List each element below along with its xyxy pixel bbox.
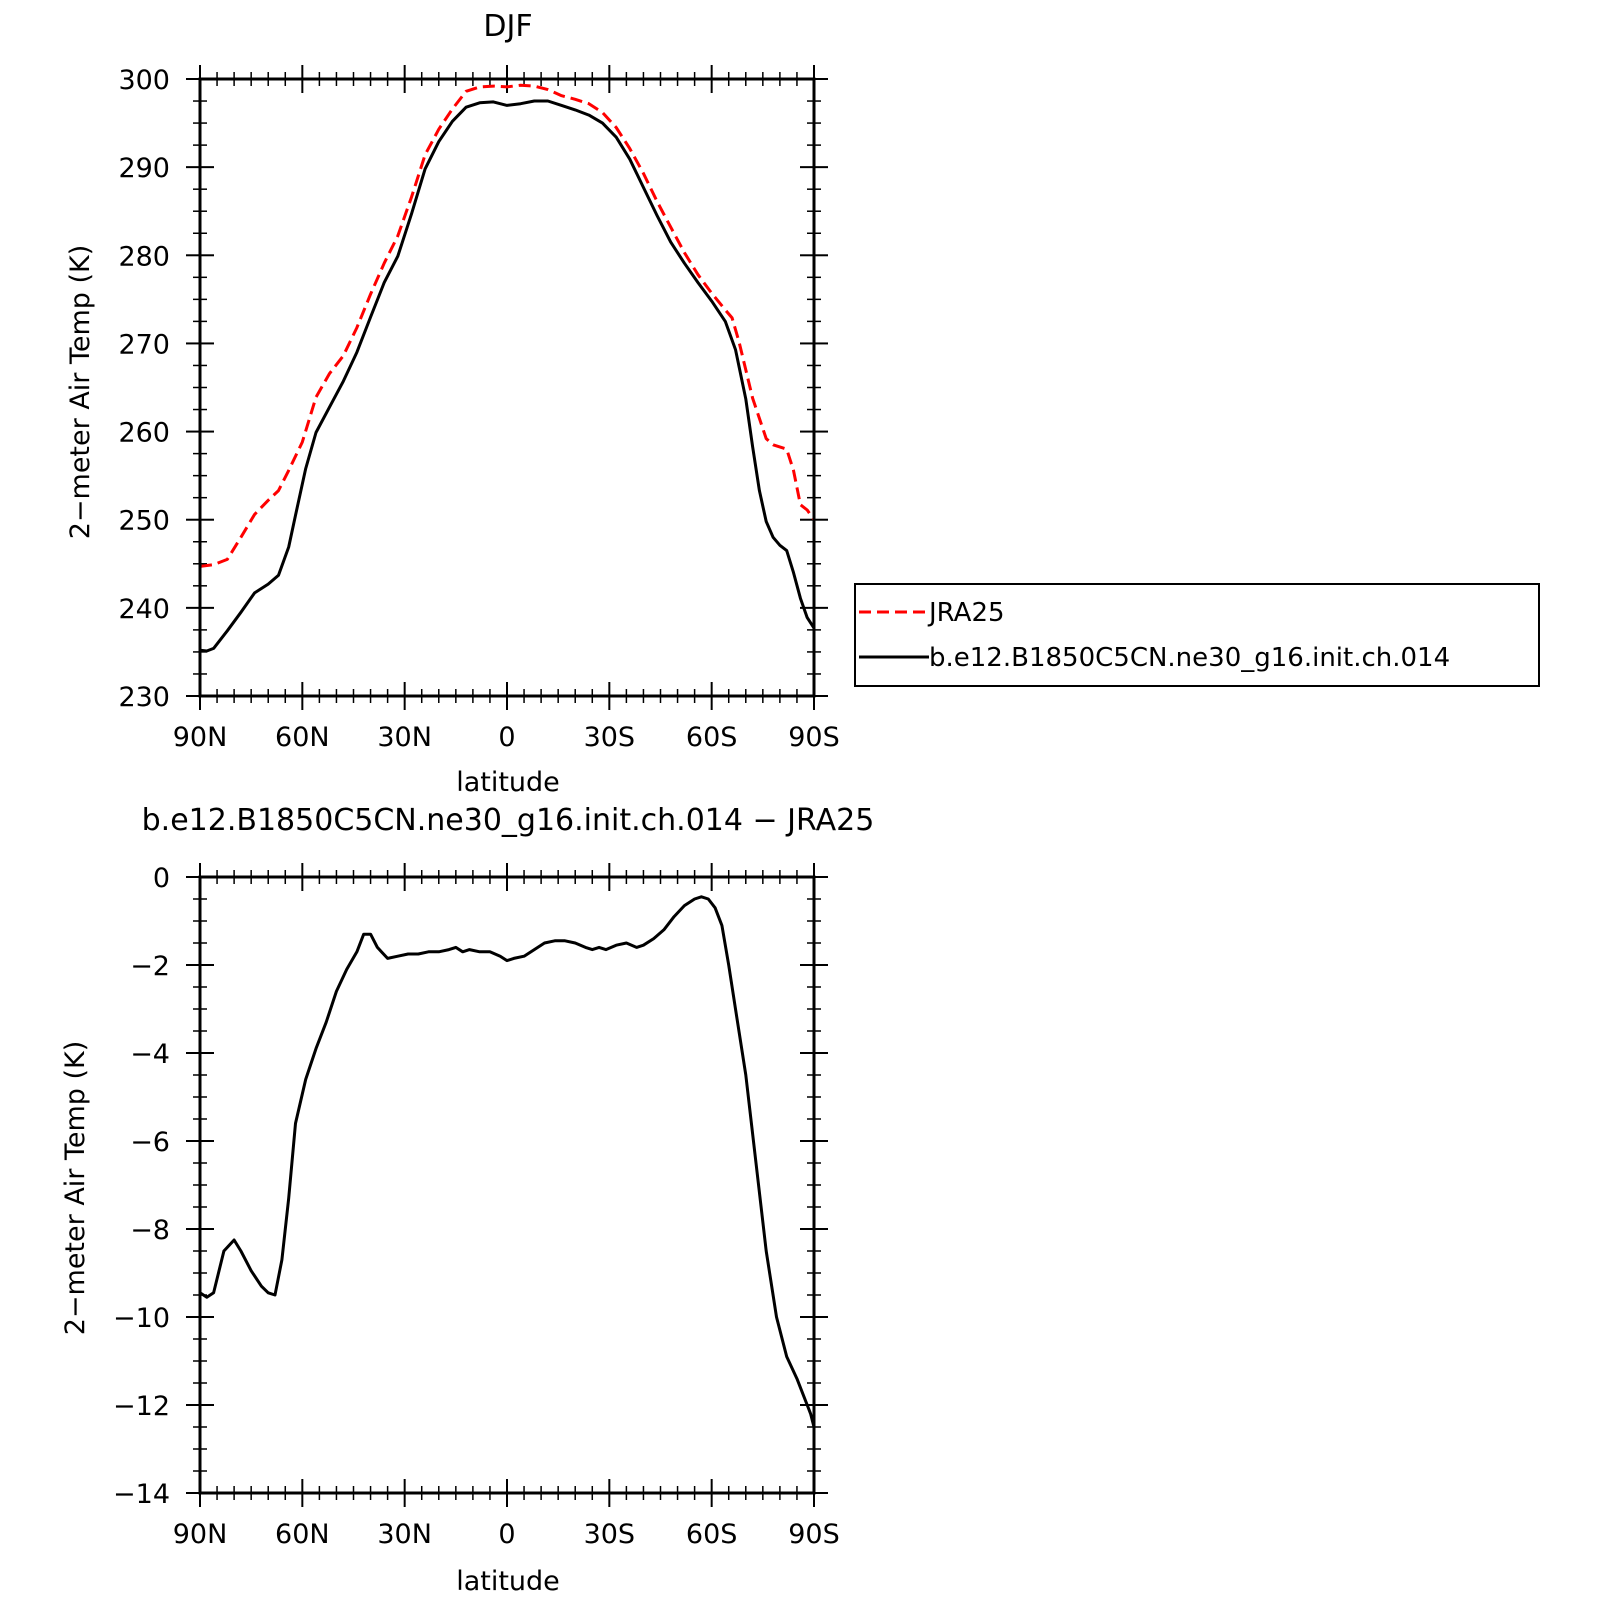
bottom-panel-series <box>199 895 816 1428</box>
x-tick-label: 60S <box>686 1519 738 1550</box>
bottom-panel-frame <box>198 875 816 1495</box>
x-tick-label: 30S <box>584 1519 636 1550</box>
top-panel-title: DJF <box>483 9 532 44</box>
y-tick-label: −4 <box>130 1039 170 1070</box>
x-tick-label: 30N <box>377 722 432 753</box>
y-tick-label: 280 <box>118 241 170 272</box>
legend-box <box>854 583 1540 687</box>
bottom-panel-title: b.e12.B1850C5CN.ne30_g16.init.ch.014 − J… <box>142 803 875 838</box>
legend-label-jra25: JRA25 <box>927 598 1005 628</box>
top-panel-series <box>199 83 816 653</box>
x-tick-label: 30S <box>584 722 636 753</box>
y-tick-label: −6 <box>130 1127 170 1158</box>
legend-label-model: b.e12.B1850C5CN.ne30_g16.init.ch.014 <box>929 643 1450 673</box>
y-tick-label: −14 <box>113 1479 170 1510</box>
y-tick-label: −12 <box>113 1391 170 1422</box>
y-tick-label: −8 <box>130 1215 170 1246</box>
top-panel-frame <box>198 77 816 698</box>
x-tick-label: 60S <box>686 722 738 753</box>
y-tick-label: −10 <box>113 1303 170 1334</box>
series-line-b-e12-b1850c5cn-ne30-g16-init-ch-014 <box>199 99 816 653</box>
x-tick-label: 30N <box>377 1519 432 1550</box>
bottom-panel: b.e12.B1850C5CN.ne30_g16.init.ch.014 − J… <box>60 803 874 1597</box>
y-tick-label: 240 <box>118 594 170 625</box>
x-tick-label: 90N <box>173 1519 228 1550</box>
y-tick-label: 260 <box>118 418 170 449</box>
y-tick-label: 230 <box>118 682 170 713</box>
x-tick-label: 0 <box>498 1519 515 1550</box>
bottom-panel-x-axis-title: latitude <box>456 1566 560 1597</box>
legend: JRA25 b.e12.B1850C5CN.ne30_g16.init.ch.0… <box>854 583 1540 687</box>
y-tick-label: 290 <box>118 153 170 184</box>
top-panel-y-axis-title: 2−meter Air Temp (K) <box>65 245 96 540</box>
y-tick-label: 0 <box>153 863 170 894</box>
y-tick-label: 270 <box>118 329 170 360</box>
top-panel-x-axis-title: latitude <box>456 767 560 798</box>
top-panel-axes: 90N 60N 30N 0 30S 60S 90S 230 240 250 260 270 280 290… <box>118 65 840 753</box>
x-tick-label: 90S <box>788 722 840 753</box>
y-tick-label: 300 <box>118 65 170 96</box>
y-tick-label: 250 <box>118 506 170 537</box>
y-tick-label: −2 <box>130 951 170 982</box>
x-tick-label: 60N <box>275 722 330 753</box>
x-tick-label: 60N <box>275 1519 330 1550</box>
series-line-jra25 <box>199 83 816 568</box>
x-tick-label: 90S <box>788 1519 840 1550</box>
x-tick-label: 0 <box>498 722 515 753</box>
top-panel: DJF latitude 2−meter Air Temp (K) 90N 60N… <box>65 9 840 798</box>
x-tick-label: 90N <box>173 722 228 753</box>
series-line-difference <box>199 895 816 1428</box>
bottom-panel-axes: 90N 60N 30N 0 30S 60S 90S −14 −12 −10 −8 −6 −4 −2 0 <box>113 863 840 1550</box>
bottom-panel-y-axis-title: 2−meter Air Temp (K) <box>60 1041 91 1336</box>
